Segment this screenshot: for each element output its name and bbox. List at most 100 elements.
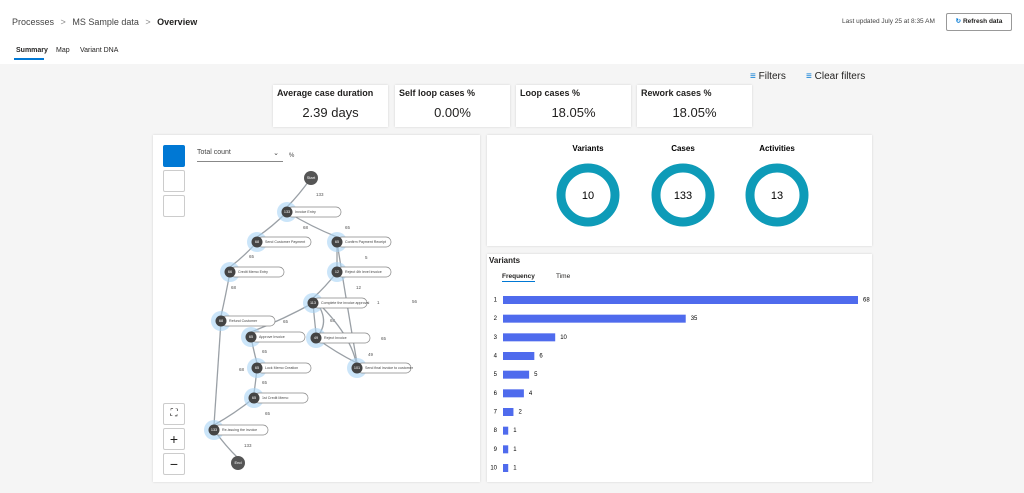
edge-label: 68	[330, 318, 336, 323]
zoom-out-button[interactable]: −	[163, 453, 185, 475]
clear-filters[interactable]: ≡ Clear filters	[806, 71, 866, 82]
node-count-bubble	[331, 266, 343, 278]
kpi-value: 2.39 days	[302, 105, 359, 120]
y-tick-label: 8	[494, 428, 498, 434]
refresh-button[interactable]: ↻ Refresh data	[946, 13, 1012, 31]
bar	[503, 352, 535, 360]
edge-label: 65	[262, 349, 268, 354]
y-tick-label: 9	[494, 447, 498, 453]
tab[interactable]: Map	[56, 47, 70, 54]
zoom-in-button[interactable]: +	[163, 428, 185, 450]
donut	[556, 163, 620, 227]
y-tick-label: 5	[494, 372, 498, 378]
node-label: 1st Credit Memo	[262, 396, 288, 400]
summary-label: Activities	[759, 144, 795, 153]
percent-toggle[interactable]: %	[289, 153, 295, 159]
node-count-bubble	[251, 236, 263, 248]
bar-label: 2	[518, 410, 522, 416]
dropdown-label: Total count	[197, 149, 231, 156]
perf-view-button[interactable]	[163, 170, 185, 192]
edge-label: 68	[303, 225, 309, 230]
node-count-bubble	[351, 362, 363, 374]
node-count-bubble	[331, 236, 343, 248]
variants-title: Variants	[489, 256, 521, 265]
edge-label: 133	[244, 443, 252, 448]
edge-label: 68	[239, 367, 245, 372]
history-button[interactable]	[163, 195, 185, 217]
node-count: 68	[219, 319, 223, 323]
filters-label: Filters	[758, 71, 786, 82]
crumb: Overview	[157, 17, 198, 27]
tab[interactable]: Summary	[16, 47, 48, 54]
kpi-label: Self loop cases %	[399, 88, 476, 98]
process-map: 133 68 65 65 5 12 56 68 65 68 68 65 65 65 49 133 1 65 Star…	[204, 171, 418, 470]
edge-label: 65	[345, 225, 351, 230]
donut	[651, 163, 715, 227]
edge-label: 65	[283, 319, 289, 324]
terminal-node	[231, 456, 245, 470]
node-count: 12	[335, 270, 339, 274]
node-label: Send final invoice to customer	[365, 366, 414, 370]
chart-tab[interactable]: Time	[556, 273, 571, 280]
bar	[503, 389, 524, 398]
node-count: 65	[335, 240, 339, 244]
bar-label: 68	[863, 298, 870, 304]
bar	[503, 408, 514, 416]
map-view-button[interactable]	[163, 145, 185, 167]
variants-panel	[487, 254, 872, 482]
edge-label: 5	[365, 255, 368, 260]
crumb[interactable]: Processes	[12, 17, 55, 27]
node-count: 68	[255, 240, 259, 244]
node-count: 113	[310, 301, 316, 305]
summary-value: 10	[582, 190, 594, 202]
kpi-card: Rework cases % 18.05%	[637, 85, 752, 127]
edge-label: 49	[368, 352, 374, 357]
kpi-label: Rework cases %	[641, 88, 712, 98]
tab[interactable]: Variant DNA	[80, 47, 119, 54]
edge-label: 12	[356, 285, 362, 290]
node-label: Complete the invoice approval	[321, 301, 370, 305]
y-tick-label: 4	[494, 354, 498, 360]
bar-label: 6	[539, 354, 543, 360]
bar-label: 1	[513, 466, 517, 472]
bar	[503, 445, 509, 454]
node-count-bubble	[251, 362, 263, 374]
node-count-bubble	[310, 332, 322, 344]
y-tick-label: 1	[494, 298, 498, 304]
edge-label: 65	[262, 380, 268, 385]
crumb[interactable]: MS Sample data	[72, 17, 139, 27]
node-label: Send Customer Payment	[265, 240, 305, 244]
kpi-label: Loop cases %	[520, 88, 581, 98]
bar	[503, 426, 509, 435]
kpi-value: 0.00%	[434, 105, 471, 120]
bar	[503, 333, 556, 342]
chart-tab[interactable]: Frequency	[502, 273, 535, 282]
node-count: 66	[228, 270, 232, 274]
node-count-bubble	[215, 315, 227, 327]
kpi-card: Average case duration 2.39 days	[273, 85, 388, 127]
edge-label: 65	[249, 254, 255, 259]
filters[interactable]: ≡ Filters	[750, 71, 786, 82]
node-label: End	[234, 460, 241, 465]
node-count-bubble	[307, 297, 319, 309]
node-label: Lock Memo Creation	[265, 366, 298, 370]
node-label: Approve Invoice	[259, 335, 285, 339]
node-count: 65	[255, 366, 259, 370]
summary-value: 13	[771, 190, 783, 202]
kpi-card: Self loop cases % 0.00%	[395, 85, 510, 127]
node-label: Invoice Entry	[295, 210, 316, 214]
dropdown[interactable]: Total count ⌄	[197, 149, 283, 162]
node-count-bubble	[248, 392, 260, 404]
fit-button[interactable]: ⛶	[163, 403, 185, 425]
edge-label: 56	[412, 299, 418, 304]
edge-label: 65	[265, 411, 271, 416]
node-count: 101	[354, 366, 360, 370]
y-tick-label: 10	[490, 466, 497, 472]
bar	[503, 296, 858, 304]
node-count-bubble	[245, 331, 257, 343]
y-tick-label: 7	[494, 410, 498, 416]
summary-label: Variants	[572, 144, 604, 153]
bar	[503, 464, 509, 472]
